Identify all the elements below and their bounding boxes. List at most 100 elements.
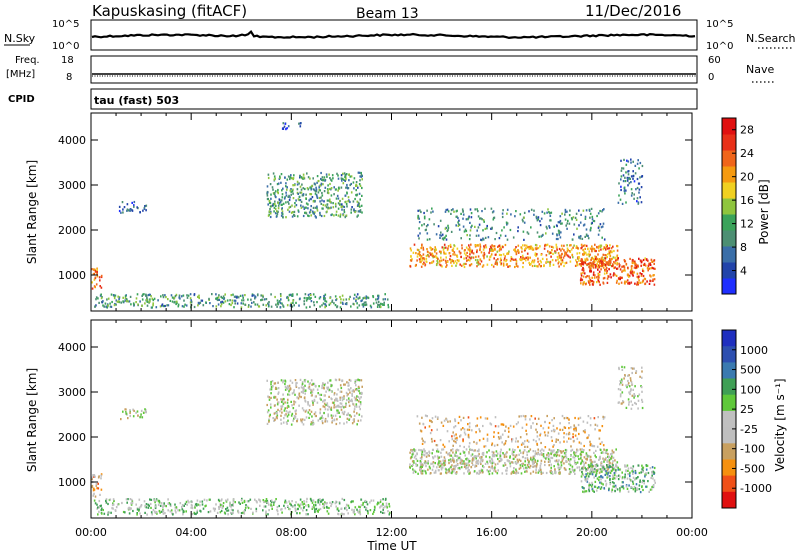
- echo-cell: [295, 384, 297, 387]
- echo-cell: [584, 466, 586, 469]
- echo-cell: [169, 510, 172, 513]
- echo-cell: [363, 301, 366, 304]
- echo-cell: [495, 470, 497, 473]
- echo-cell: [279, 293, 282, 296]
- echo-cell: [221, 296, 224, 300]
- echo-cell: [414, 470, 417, 474]
- echo-cell: [559, 428, 561, 431]
- echo-cell: [584, 261, 586, 264]
- echo-cell: [543, 456, 546, 459]
- echo-cell: [278, 504, 280, 508]
- echo-cell: [417, 215, 419, 218]
- echo-cell: [241, 497, 243, 500]
- echo-cell: [625, 484, 628, 487]
- echo-cell: [337, 197, 340, 200]
- echo-cell: [360, 379, 363, 382]
- echo-cell: [600, 467, 603, 470]
- echo-cell: [452, 444, 454, 447]
- echo-cell: [387, 510, 389, 513]
- echo-cell: [375, 301, 378, 304]
- echo-cell: [574, 416, 576, 420]
- echo-cell: [99, 279, 101, 282]
- echo-cell: [654, 267, 656, 270]
- echo-cell: [483, 253, 486, 256]
- echo-cell: [345, 503, 348, 506]
- echo-cell: [340, 408, 343, 411]
- echo-cell: [533, 213, 535, 216]
- echo-cell: [239, 294, 242, 297]
- echo-cell: [640, 201, 643, 204]
- echo-cell: [612, 245, 614, 248]
- echo-cell: [501, 229, 503, 232]
- echo-cell: [215, 297, 217, 300]
- echo-cell: [327, 413, 329, 416]
- echo-cell: [444, 463, 446, 466]
- echo-cell: [538, 438, 541, 441]
- echo-cell: [221, 300, 224, 303]
- echo-cell: [297, 503, 299, 506]
- echo-cell: [337, 177, 340, 180]
- echo-cell: [276, 412, 278, 415]
- echo-cell: [307, 403, 309, 406]
- echo-cell: [465, 458, 467, 461]
- echo-cell: [434, 471, 437, 474]
- echo-cell: [162, 506, 164, 509]
- y-tick-label: 1000: [58, 269, 86, 282]
- echo-cell: [356, 423, 358, 426]
- echo-cell: [163, 504, 166, 507]
- echo-cell: [424, 462, 427, 465]
- echo-cell: [379, 305, 382, 308]
- echo-cell: [117, 503, 120, 506]
- echo-cell: [129, 498, 132, 501]
- echo-cell: [555, 471, 557, 474]
- echo-cell: [555, 438, 558, 441]
- echo-cell: [513, 471, 516, 474]
- echo-cell: [613, 261, 615, 264]
- echo-cell: [593, 220, 596, 223]
- echo-cell: [183, 299, 185, 302]
- echo-cell: [103, 305, 105, 308]
- echo-cell: [458, 228, 461, 231]
- echo-cell: [433, 223, 435, 226]
- echo-cell: [335, 188, 337, 191]
- echo-cell: [512, 461, 514, 464]
- echo-cell: [523, 211, 526, 214]
- echo-cell: [184, 502, 187, 505]
- echo-cell: [526, 463, 529, 467]
- echo-cell: [144, 410, 147, 414]
- echo-cell: [312, 382, 314, 385]
- echo-cell: [277, 408, 279, 411]
- echo-cell: [459, 461, 462, 464]
- echo-cell: [305, 513, 307, 516]
- echo-cell: [444, 461, 447, 464]
- echo-cell: [578, 259, 580, 262]
- echo-cell: [118, 205, 121, 208]
- echo-cell: [475, 464, 478, 468]
- echo-cell: [628, 177, 631, 180]
- echo-cell: [541, 234, 544, 237]
- echo-cell: [317, 501, 319, 504]
- echo-cell: [150, 506, 152, 509]
- echo-cell: [447, 420, 449, 423]
- echo-cell: [353, 396, 356, 399]
- echo-cell: [651, 471, 653, 474]
- echo-cell: [450, 261, 452, 264]
- echo-cell: [483, 255, 485, 258]
- echo-cell: [319, 189, 321, 192]
- echo-cell: [456, 463, 459, 466]
- echo-cell: [653, 471, 655, 474]
- echo-cell: [527, 256, 529, 259]
- echo-cell: [541, 453, 543, 456]
- echo-cell: [345, 186, 347, 189]
- echo-cell: [298, 404, 300, 407]
- echo-cell: [420, 210, 422, 214]
- echo-cell: [448, 452, 451, 455]
- echo-cell: [607, 253, 609, 256]
- echo-cell: [636, 283, 638, 286]
- echo-cell: [351, 390, 354, 393]
- echo-cell: [96, 487, 98, 490]
- echo-cell: [348, 401, 350, 404]
- echo-cell: [268, 199, 271, 202]
- echo-cell: [220, 305, 222, 308]
- echo-cell: [565, 224, 567, 227]
